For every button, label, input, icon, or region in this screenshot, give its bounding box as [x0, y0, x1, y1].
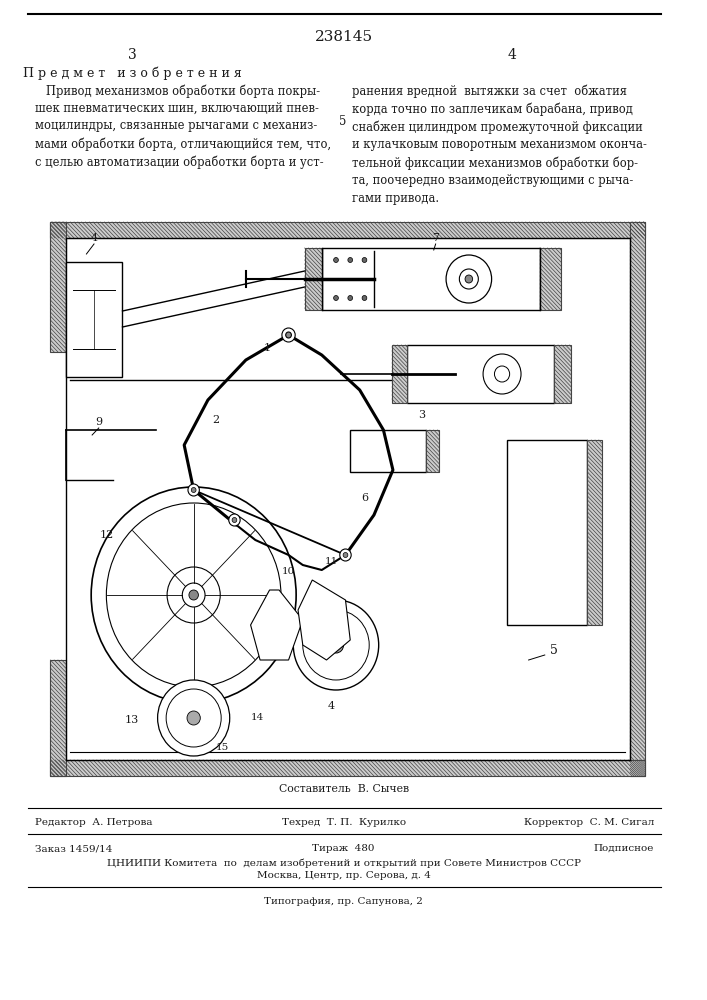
- Circle shape: [192, 488, 196, 492]
- Text: Редактор  А. Петрова: Редактор А. Петрова: [35, 818, 153, 827]
- Circle shape: [340, 549, 351, 561]
- Circle shape: [188, 484, 199, 496]
- Bar: [392, 345, 407, 403]
- Text: 9: 9: [95, 417, 103, 427]
- Polygon shape: [298, 580, 350, 660]
- Bar: [407, 345, 554, 403]
- Text: 12: 12: [99, 530, 114, 540]
- Text: Типография, пр. Сапунова, 2: Типография, пр. Сапунова, 2: [264, 897, 423, 906]
- Text: Техред  Т. П.  Курилко: Техред Т. П. Курилко: [281, 818, 406, 827]
- Circle shape: [286, 332, 291, 338]
- Circle shape: [334, 257, 339, 262]
- Text: 5: 5: [550, 644, 559, 656]
- Polygon shape: [250, 590, 303, 660]
- Bar: [50, 760, 645, 776]
- Text: 5: 5: [339, 115, 346, 128]
- Bar: [305, 248, 322, 310]
- Text: Тираж  480: Тираж 480: [312, 844, 375, 853]
- Bar: [426, 430, 440, 472]
- Circle shape: [282, 328, 296, 342]
- Circle shape: [182, 583, 205, 607]
- Circle shape: [362, 296, 367, 300]
- Text: Заказ 1459/14: Заказ 1459/14: [35, 844, 112, 853]
- Text: 7: 7: [432, 233, 439, 243]
- Text: 238145: 238145: [315, 30, 373, 44]
- Circle shape: [303, 610, 369, 680]
- Circle shape: [232, 518, 237, 522]
- Text: Москва, Центр, пр. Серова, д. 4: Москва, Центр, пр. Серова, д. 4: [257, 871, 431, 880]
- Bar: [630, 222, 645, 776]
- Text: 15: 15: [216, 744, 229, 752]
- Circle shape: [494, 366, 510, 382]
- Circle shape: [446, 255, 491, 303]
- Text: Подписное: Подписное: [593, 844, 654, 853]
- Circle shape: [91, 487, 296, 703]
- Circle shape: [187, 711, 200, 725]
- Bar: [540, 248, 561, 310]
- Circle shape: [329, 637, 344, 653]
- Text: 3: 3: [418, 410, 425, 420]
- Circle shape: [229, 514, 240, 526]
- Text: Составитель  В. Сычев: Составитель В. Сычев: [279, 784, 409, 794]
- Text: 10: 10: [282, 568, 296, 576]
- Text: Привод механизмов обработки борта покры-
шек пневматических шин, включающий пнев: Привод механизмов обработки борта покры-…: [35, 84, 332, 169]
- Text: Корректор  С. М. Сигал: Корректор С. М. Сигал: [523, 818, 654, 827]
- Text: 2: 2: [212, 415, 219, 425]
- Text: ЦНИИПИ Комитета  по  делам изобретений и открытий при Совете Министров СССР: ЦНИИПИ Комитета по делам изобретений и о…: [107, 858, 580, 867]
- Circle shape: [334, 296, 339, 300]
- Circle shape: [167, 567, 221, 623]
- Bar: [50, 222, 645, 238]
- Bar: [50, 222, 66, 352]
- Bar: [554, 345, 571, 403]
- Circle shape: [348, 296, 353, 300]
- Circle shape: [166, 689, 221, 747]
- Text: 11: 11: [325, 558, 338, 566]
- Text: 14: 14: [250, 714, 264, 722]
- Text: 13: 13: [125, 715, 139, 725]
- Bar: [322, 248, 540, 310]
- Circle shape: [460, 269, 479, 289]
- Text: 6: 6: [361, 493, 368, 503]
- Bar: [50, 660, 66, 776]
- Text: 1: 1: [263, 343, 270, 353]
- Bar: [66, 262, 122, 377]
- Circle shape: [106, 503, 281, 687]
- Circle shape: [293, 600, 379, 690]
- Circle shape: [189, 590, 199, 600]
- Circle shape: [483, 354, 521, 394]
- Text: 4: 4: [507, 48, 516, 62]
- Text: 4: 4: [327, 701, 335, 711]
- Circle shape: [158, 680, 230, 756]
- Text: 4: 4: [90, 233, 98, 243]
- Circle shape: [348, 257, 353, 262]
- Bar: [350, 430, 426, 472]
- Bar: [588, 440, 602, 625]
- Circle shape: [362, 257, 367, 262]
- Text: П р е д м е т   и з о б р е т е н и я: П р е д м е т и з о б р е т е н и я: [23, 66, 241, 80]
- Circle shape: [465, 275, 473, 283]
- Text: 3: 3: [127, 48, 136, 62]
- Bar: [507, 440, 588, 625]
- Text: ранения вредной  вытяжки за счет  обжатия
корда точно по заплечикам барабана, пр: ранения вредной вытяжки за счет обжатия …: [352, 84, 647, 205]
- Circle shape: [343, 552, 348, 558]
